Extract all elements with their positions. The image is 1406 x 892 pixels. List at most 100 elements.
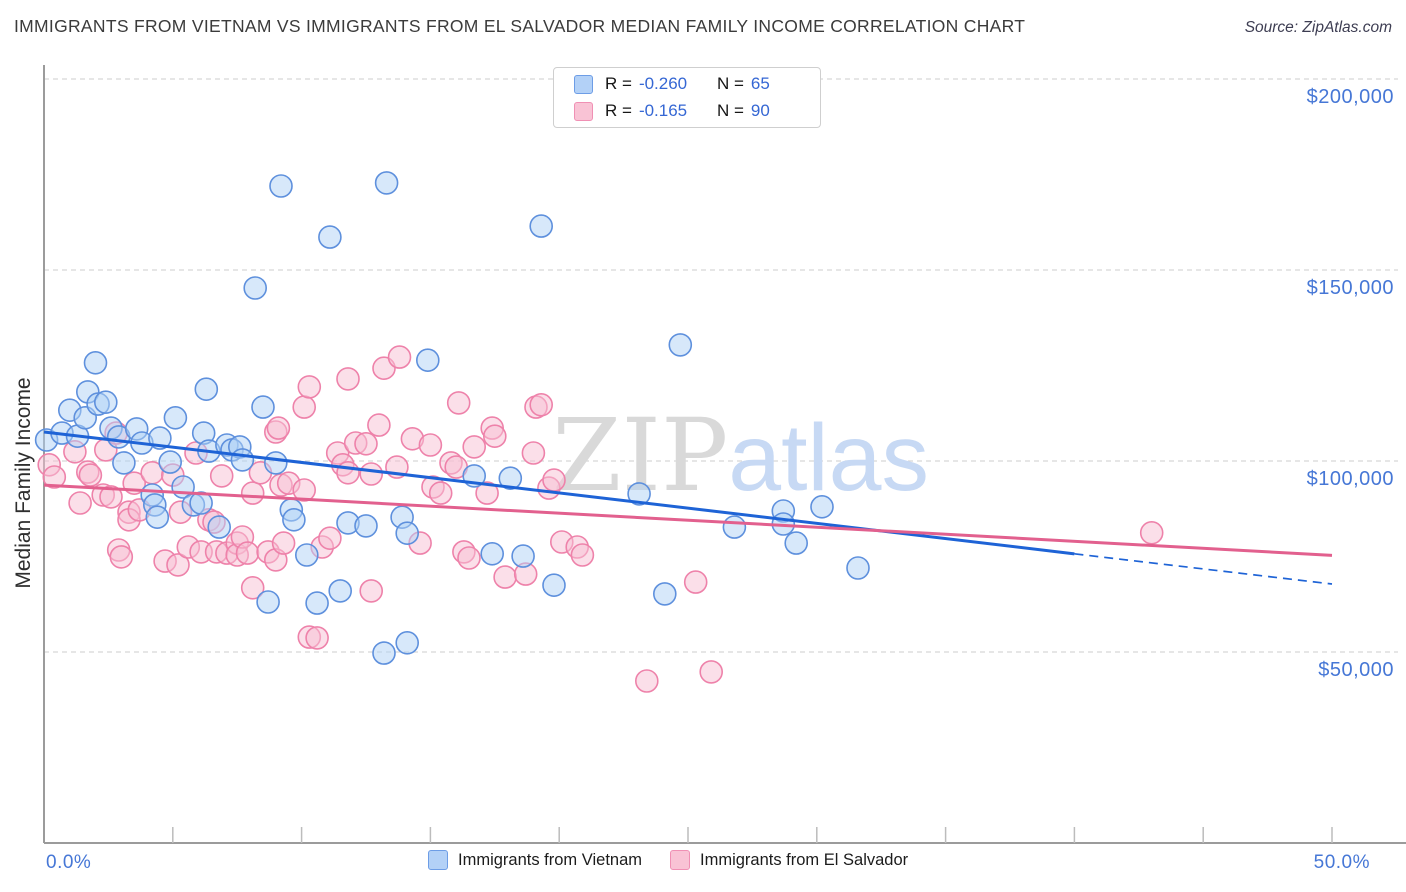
scatter-point-salvador <box>318 526 342 551</box>
scatter-point-vietnam <box>652 582 677 606</box>
scatter-point-salvador <box>271 531 296 555</box>
r-value-vietnam: -0.260 <box>638 74 688 93</box>
scatter-point-vietnam <box>784 531 809 555</box>
scatter-point-salvador <box>446 391 471 415</box>
y-tick-200000: $200,000 <box>1306 86 1394 108</box>
scatter-point-vietnam <box>294 543 319 567</box>
r-label: R = <box>605 101 632 120</box>
scatter-point-salvador <box>166 553 190 577</box>
scatter-point-vietnam <box>230 448 255 472</box>
scatter-point-salvador <box>683 570 708 594</box>
scatter-point-salvador <box>359 462 384 486</box>
watermark-atlas: atlas <box>728 405 929 511</box>
scatter-point-salvador <box>240 481 265 505</box>
scatter-point-salvador <box>354 431 378 456</box>
scatter-point-vietnam <box>263 451 288 475</box>
n-label: N = <box>716 101 744 120</box>
scatter-point-vietnam <box>395 630 420 655</box>
scatter-point-vietnam <box>163 405 188 430</box>
scatter-point-vietnam <box>282 507 306 532</box>
scatter-point-vietnam <box>243 276 267 300</box>
scatter-point-vietnam <box>189 491 213 515</box>
scatter-point-salvador <box>367 413 391 437</box>
trend-line-salvador <box>43 483 1333 557</box>
scatter-point-salvador <box>235 541 260 565</box>
salvador-legend-label: Immigrants from El Salvador <box>700 850 909 869</box>
y-axis-title: Median Family Income <box>12 377 35 589</box>
scatter-point-vietnam <box>810 494 834 519</box>
scatter-point-vietnam <box>305 591 329 615</box>
scatter-point-salvador <box>336 367 360 391</box>
scatter-point-salvador <box>292 478 317 502</box>
correlation-legend: R = -0.260 N = 65 R = -0.165 N = 90 <box>553 67 821 128</box>
scatter-point-vietnam <box>158 450 182 474</box>
trend-line-extrapolated-vietnam <box>1074 552 1333 585</box>
salvador-swatch-icon <box>574 101 593 121</box>
n-value-salvador: 90 <box>750 101 770 120</box>
y-tick-100000: $100,000 <box>1306 468 1394 490</box>
r-label: R = <box>605 74 632 93</box>
correlation-legend-row-vietnam: R = -0.260 N = 65 <box>574 74 820 94</box>
scatter-point-vietnam <box>269 174 293 198</box>
scatter-point-salvador <box>266 416 291 440</box>
series-legend: Immigrants from Vietnam Immigrants from … <box>428 850 908 870</box>
vietnam-swatch-icon <box>428 850 448 870</box>
scatter-point-vietnam <box>256 590 280 614</box>
scatter-point-vietnam <box>372 641 396 665</box>
scatter-point-salvador <box>457 546 481 570</box>
scatter-point-salvador <box>68 491 92 515</box>
scatter-point-vietnam <box>251 395 275 419</box>
scatter-point-vietnam <box>395 521 420 546</box>
x-tick-max: 50.0% <box>1313 852 1370 873</box>
correlation-legend-row-salvador: R = -0.165 N = 90 <box>574 101 820 121</box>
page-title: IMMIGRANTS FROM VIETNAM VS IMMIGRANTS FR… <box>14 16 1026 36</box>
scatter-point-vietnam <box>542 573 566 598</box>
scatter-point-salvador <box>387 345 412 369</box>
salvador-swatch-icon <box>670 850 690 870</box>
scatter-point-salvador <box>109 545 134 569</box>
scatter-point-salvador <box>78 463 103 487</box>
scatter-point-salvador <box>493 565 517 589</box>
n-label: N = <box>716 74 744 93</box>
scatter-point-vietnam <box>94 390 118 415</box>
r-value-salvador: -0.165 <box>638 101 688 120</box>
scatter-point-salvador <box>418 433 443 457</box>
scatter-point-vietnam <box>529 214 554 238</box>
scatter-point-vietnam <box>83 350 108 375</box>
trend-line-vietnam <box>43 430 1075 556</box>
y-tick-150000: $150,000 <box>1306 277 1394 299</box>
scatter-point-salvador <box>297 375 322 399</box>
scatter-point-vietnam <box>627 482 651 506</box>
scatter-point-salvador <box>570 543 595 567</box>
scatter-point-salvador <box>482 424 507 449</box>
scatter-point-vietnam <box>498 466 523 491</box>
scatter-point-vietnam <box>846 556 870 580</box>
scatter-point-vietnam <box>328 579 353 603</box>
scatter-point-vietnam <box>194 377 219 402</box>
scatter-point-salvador <box>521 441 546 465</box>
scatter-point-vietnam <box>415 348 440 373</box>
scatter-point-vietnam <box>318 225 342 249</box>
scatter-point-vietnam <box>511 544 535 568</box>
vietnam-swatch-icon <box>574 74 593 94</box>
scatter-point-salvador <box>699 660 724 684</box>
scatter-point-salvador <box>475 481 499 505</box>
n-value-vietnam: 65 <box>750 74 770 93</box>
scatter-point-salvador <box>336 460 360 485</box>
scatter-point-salvador <box>209 464 234 488</box>
vietnam-legend-label: Immigrants from Vietnam <box>458 850 642 869</box>
scatter-point-vietnam <box>112 451 136 475</box>
watermark: ZIPatlas <box>552 397 929 514</box>
scatter-point-salvador <box>359 579 384 603</box>
scatter-point-salvador <box>542 468 566 492</box>
scatter-point-vietnam <box>722 515 747 539</box>
y-tick-50000: $50,000 <box>1318 659 1394 681</box>
scatter-point-salvador <box>428 481 453 505</box>
scatter-point-salvador <box>634 669 659 693</box>
scatter-point-salvador <box>462 435 487 459</box>
scatter-point-salvador <box>305 626 329 650</box>
scatter-point-salvador <box>42 465 67 489</box>
scatter-point-vietnam <box>145 505 170 530</box>
scatter-point-vietnam <box>668 333 693 357</box>
scatter-point-salvador <box>240 575 265 600</box>
